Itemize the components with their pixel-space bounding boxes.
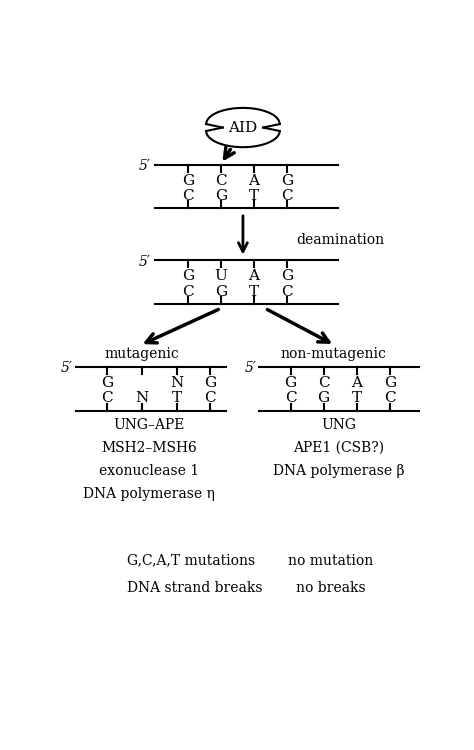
Text: G: G — [182, 174, 194, 188]
Text: deamination: deamination — [296, 233, 384, 248]
Text: T: T — [249, 189, 259, 203]
Text: G: G — [281, 174, 293, 188]
Text: 5′: 5′ — [138, 254, 150, 268]
Text: C: C — [285, 392, 297, 406]
Text: A: A — [248, 174, 259, 188]
Text: C: C — [215, 174, 227, 188]
Text: G: G — [284, 376, 297, 390]
Text: 5′: 5′ — [61, 362, 73, 375]
Text: mutagenic: mutagenic — [105, 347, 179, 362]
Text: T: T — [172, 392, 182, 406]
Text: DNA strand breaks: DNA strand breaks — [127, 581, 263, 596]
Text: G: G — [182, 269, 194, 283]
Text: 5′: 5′ — [245, 362, 257, 375]
Text: N: N — [135, 392, 148, 406]
Text: C: C — [182, 284, 194, 298]
Text: N: N — [170, 376, 183, 390]
Text: C: C — [318, 376, 329, 390]
Text: G: G — [384, 376, 396, 390]
Text: exonuclease 1: exonuclease 1 — [99, 464, 199, 478]
Text: UNG–APE: UNG–APE — [114, 418, 185, 432]
Text: UNG: UNG — [321, 418, 356, 432]
Text: C: C — [384, 392, 396, 406]
Text: C: C — [101, 392, 113, 406]
Text: G: G — [215, 189, 227, 203]
Text: U: U — [214, 269, 228, 283]
Text: non-mutagenic: non-mutagenic — [280, 347, 386, 362]
Text: MSH2–MSH6: MSH2–MSH6 — [101, 441, 197, 455]
Text: AID: AID — [228, 121, 257, 134]
Text: G: G — [281, 269, 293, 283]
Text: T: T — [352, 392, 362, 406]
Text: no mutation: no mutation — [289, 554, 374, 568]
Text: C: C — [281, 189, 293, 203]
Text: C: C — [281, 284, 293, 298]
Text: C: C — [204, 392, 216, 406]
Text: T: T — [249, 284, 259, 298]
Text: C: C — [182, 189, 194, 203]
Text: G: G — [215, 284, 227, 298]
Text: APE1 (CSB?): APE1 (CSB?) — [293, 441, 384, 455]
Text: G: G — [101, 376, 113, 390]
Text: DNA polymerase β: DNA polymerase β — [273, 464, 404, 478]
Text: 5′: 5′ — [138, 159, 150, 173]
Text: G: G — [318, 392, 330, 406]
Text: G: G — [204, 376, 216, 390]
Text: A: A — [351, 376, 362, 390]
Text: G,C,A,T mutations: G,C,A,T mutations — [127, 554, 255, 568]
Text: DNA polymerase η: DNA polymerase η — [83, 488, 215, 501]
Text: A: A — [248, 269, 259, 283]
Text: no breaks: no breaks — [296, 581, 366, 596]
